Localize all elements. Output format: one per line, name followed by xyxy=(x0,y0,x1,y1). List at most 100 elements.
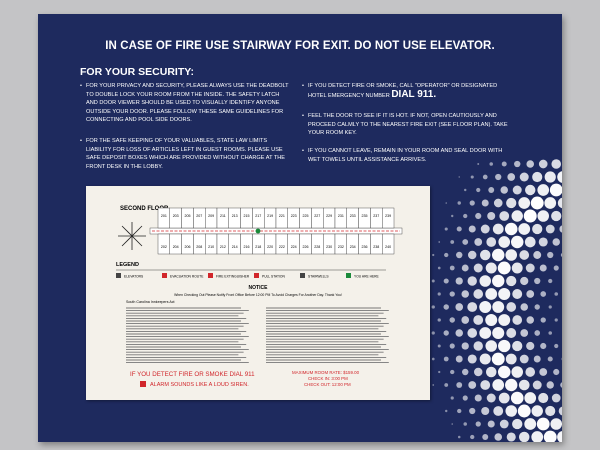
dot xyxy=(463,422,467,426)
dot xyxy=(531,405,543,417)
room-number: 231 xyxy=(338,214,344,218)
dot xyxy=(473,341,483,351)
dot xyxy=(519,354,529,364)
dot xyxy=(480,224,490,234)
dot xyxy=(493,406,504,416)
dot xyxy=(554,292,559,296)
dot xyxy=(480,380,491,390)
dot xyxy=(551,210,562,222)
room-number: 201 xyxy=(161,214,167,218)
dot xyxy=(462,239,469,245)
room xyxy=(370,233,383,255)
dot xyxy=(545,224,555,234)
room-number: 219 xyxy=(267,214,273,218)
dot xyxy=(470,175,474,179)
act-title: South Carolina Innkeepers Act xyxy=(126,300,175,304)
dot xyxy=(457,201,461,205)
dot xyxy=(485,314,498,326)
dot xyxy=(560,252,562,258)
dot xyxy=(506,302,517,312)
dot xyxy=(530,196,544,210)
dot xyxy=(455,303,464,311)
dot xyxy=(518,223,531,235)
dot xyxy=(511,366,524,378)
dot xyxy=(497,261,511,275)
dot xyxy=(463,213,468,219)
info-card: SECOND FLOOR LEGEND NOTICE When Checking… xyxy=(86,186,430,400)
dot xyxy=(537,184,550,196)
dot xyxy=(538,392,549,404)
dot xyxy=(445,202,448,204)
dot xyxy=(525,184,536,196)
dot xyxy=(432,384,435,386)
dot xyxy=(482,174,488,180)
room xyxy=(299,233,312,255)
room xyxy=(346,207,359,229)
dot xyxy=(510,391,524,405)
dot xyxy=(499,211,510,221)
dot xyxy=(457,408,462,414)
dot xyxy=(456,382,463,388)
dot xyxy=(486,237,497,247)
room-number: 229 xyxy=(326,214,332,218)
right-item-emphasis: DIAL 911. xyxy=(391,88,437,100)
room-number: 210 xyxy=(208,245,214,249)
dot xyxy=(455,277,463,285)
dot xyxy=(488,187,495,193)
dot xyxy=(523,209,537,223)
dot xyxy=(492,248,505,262)
dot xyxy=(520,303,529,311)
dot xyxy=(444,227,448,231)
dot xyxy=(467,276,477,286)
dot xyxy=(443,356,449,362)
room-number: 220 xyxy=(267,245,273,249)
dot xyxy=(531,431,544,442)
dot xyxy=(437,266,441,270)
dot xyxy=(518,379,530,391)
dot xyxy=(456,226,462,232)
dot xyxy=(559,225,562,233)
legend-icon xyxy=(300,273,305,278)
dot xyxy=(498,392,510,404)
right-item: FEEL THE DOOR TO SEE IF IT IS HOT. IF NO… xyxy=(302,112,508,138)
dot xyxy=(467,328,478,338)
dot xyxy=(438,241,441,243)
dot xyxy=(557,197,562,209)
legend-icon xyxy=(254,273,259,278)
room-number: 236 xyxy=(362,245,368,249)
dot xyxy=(481,199,489,207)
right-item: IF YOU CANNOT LEAVE, REMAIN IN YOUR ROOM… xyxy=(302,147,508,164)
footer-fire: IF YOU DETECT FIRE OR SMOKE DIAL 911 xyxy=(130,371,255,378)
room xyxy=(216,207,230,229)
dot xyxy=(534,330,541,336)
dot xyxy=(538,159,548,169)
dot xyxy=(534,277,541,285)
dot xyxy=(554,318,558,322)
dot xyxy=(458,176,460,178)
dot xyxy=(461,264,469,272)
dot xyxy=(492,379,505,391)
dot xyxy=(470,434,475,440)
room-number: 209 xyxy=(208,214,214,218)
room xyxy=(193,207,206,229)
dot xyxy=(553,368,560,376)
room xyxy=(382,233,395,255)
sign-title: IN CASE OF FIRE USE STAIRWAY FOR EXIT. D… xyxy=(105,40,495,52)
dot xyxy=(431,305,435,309)
room xyxy=(181,233,194,255)
legend-icon xyxy=(116,273,121,278)
room xyxy=(252,233,265,255)
dot xyxy=(438,370,441,374)
dot xyxy=(480,249,491,261)
room xyxy=(181,207,194,229)
left-item: FOR THE SAFE KEEPING OF YOUR VALUABLES, … xyxy=(80,137,291,171)
dot xyxy=(512,418,523,430)
dot xyxy=(524,418,537,430)
dot xyxy=(544,197,557,209)
room-number: 240 xyxy=(385,245,391,249)
room-number: 225 xyxy=(303,214,309,218)
dot xyxy=(450,240,455,244)
room xyxy=(358,207,371,229)
dot xyxy=(437,318,441,322)
